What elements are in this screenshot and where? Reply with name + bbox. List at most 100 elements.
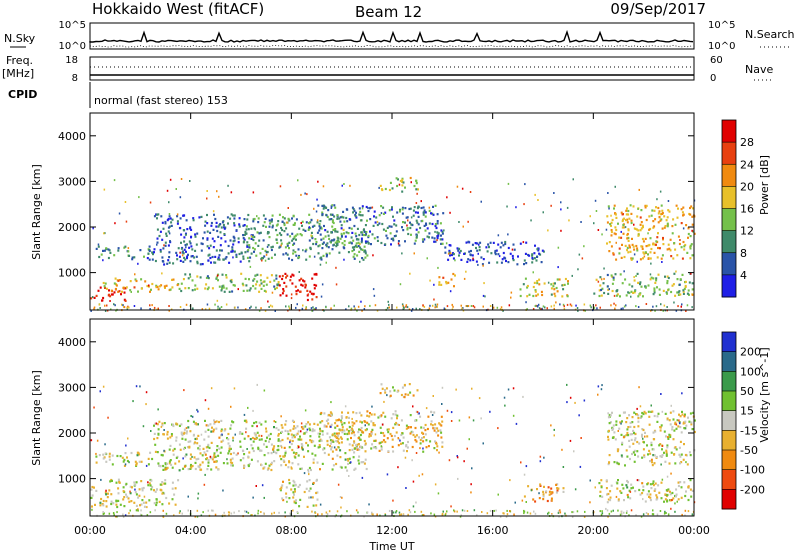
echo-cell (693, 430, 696, 434)
echo-cell (382, 206, 385, 209)
echo-cell (353, 422, 356, 425)
echo-cell (389, 432, 392, 436)
echo-cell (432, 213, 435, 216)
echo-cell (207, 435, 210, 438)
echo-cell (371, 428, 374, 431)
echo-cell (621, 483, 624, 486)
echo-cell (93, 296, 96, 299)
echo-cell (206, 245, 209, 248)
echo-cell (664, 460, 667, 463)
echo-cell (275, 274, 278, 277)
echo-cell (437, 429, 440, 432)
echo-cell (357, 437, 360, 440)
echo-cell (415, 236, 418, 239)
echo-cell (608, 429, 610, 432)
echo-cell-sparse (341, 496, 343, 499)
echo-cell (480, 256, 483, 259)
echo-cell (630, 290, 633, 293)
echo-cell (262, 239, 265, 242)
echo-cell (556, 483, 559, 486)
echo-cell (629, 433, 632, 436)
echo-cell (206, 288, 209, 291)
echo-cell-sparse (412, 505, 415, 508)
echo-cell (248, 278, 250, 281)
echo-cell (316, 231, 319, 234)
echo-cell (359, 420, 362, 423)
echo-cell (381, 387, 384, 390)
ground-scatter-cell (178, 511, 181, 514)
echo-cell (401, 178, 404, 182)
noise-traces (89, 29, 694, 48)
echo-cell (681, 211, 684, 214)
x-tick-label: 04:00 (175, 524, 207, 537)
echo-cell-sparse (553, 434, 555, 437)
echo-cell (321, 211, 324, 214)
echo-cell (315, 284, 318, 287)
echo-cell (370, 447, 373, 450)
ground-scatter-cell (407, 513, 409, 516)
echo-cell (123, 464, 126, 467)
ground-scatter-cell (305, 306, 307, 309)
echo-cell (285, 294, 288, 297)
echo-cell (192, 420, 195, 423)
ground-scatter-cell (330, 307, 332, 310)
ground-scatter-cell (564, 512, 566, 515)
freq-panel-frame (89, 56, 695, 81)
echo-cell (373, 413, 376, 416)
ground-scatter-cell (398, 511, 401, 514)
ground-scatter-cell (686, 304, 689, 307)
echo-cell (644, 412, 647, 415)
echo-cell (413, 184, 416, 188)
echo-cell (615, 423, 618, 426)
echo-cell (409, 391, 412, 394)
echo-cell (642, 251, 645, 254)
echo-cell (429, 440, 432, 443)
echo-cell (300, 426, 303, 429)
echo-cell (658, 444, 661, 447)
echo-cell-sparse (216, 190, 218, 193)
ground-scatter-cell (536, 305, 539, 307)
echo-cell (500, 241, 503, 244)
echo-cell-sparse (433, 283, 435, 286)
colorbar-tick-label: 100 (740, 365, 761, 378)
echo-cell (334, 230, 337, 233)
echo-cell (642, 448, 645, 451)
echo-cell-sparse (237, 288, 239, 291)
echo-cell (519, 294, 522, 298)
colorbar-tick-label: -50 (740, 444, 758, 457)
echo-cell (557, 487, 560, 490)
echo-cell (341, 431, 344, 434)
echo-cell-sparse (633, 253, 636, 256)
echo-cell-sparse (576, 510, 579, 513)
echo-cell (474, 242, 477, 245)
echo-cell-sparse (647, 232, 649, 235)
echo-cell-sparse (676, 500, 678, 503)
echo-cell-sparse (578, 253, 581, 256)
echo-cell-sparse (660, 393, 662, 395)
echo-cell (664, 493, 667, 496)
echo-cell (247, 228, 250, 231)
ground-scatter-cell (302, 304, 304, 307)
ground-scatter-cell (157, 307, 159, 310)
echo-cell (217, 235, 220, 238)
echo-cell (631, 285, 634, 288)
echo-cell (204, 430, 207, 433)
echo-cell (111, 454, 114, 457)
echo-cell (254, 434, 257, 437)
ground-scatter-cell (123, 305, 125, 308)
echo-cell (345, 216, 348, 220)
echo-cell (230, 281, 233, 284)
ground-scatter-cell (151, 304, 153, 307)
ground-scatter-cell (566, 303, 569, 306)
echo-cell (633, 291, 636, 294)
echo-cell (172, 278, 175, 281)
echo-cell (463, 252, 466, 255)
echo-cell-sparse (539, 455, 542, 458)
ground-scatter-cell (363, 308, 366, 310)
echo-cell (657, 273, 660, 276)
echo-cell (393, 223, 396, 226)
echo-cell (276, 284, 279, 287)
x-tick-label: 20:00 (577, 524, 609, 537)
echo-cell-sparse (437, 266, 439, 269)
echo-cell-sparse (96, 439, 99, 442)
